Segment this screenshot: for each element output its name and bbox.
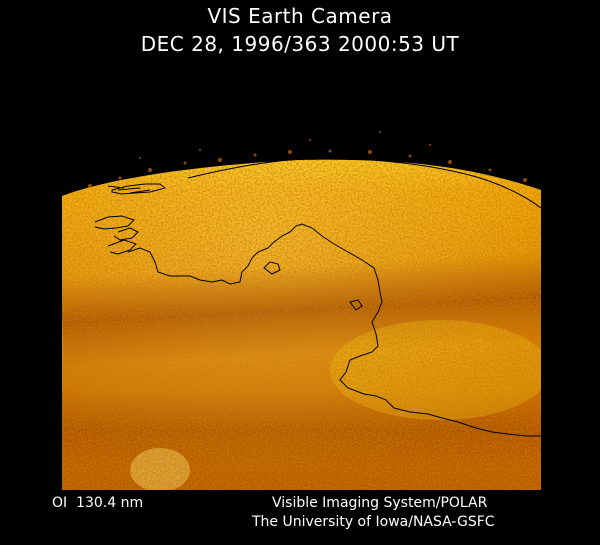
institution-label: The University of Iowa/NASA-GSFC: [252, 514, 495, 530]
arctic-islands: [107, 185, 151, 194]
earth-disk: [62, 159, 541, 490]
coastline-lake: [263, 261, 363, 311]
coastline-outline: [94, 183, 541, 437]
limb-haze: [88, 131, 527, 188]
instrument-label: Visible Imaging System/POLAR: [272, 495, 488, 511]
page-title: VIS Earth Camera: [207, 4, 393, 28]
wavelength-label: OI 130.4 nm: [52, 495, 144, 511]
limb-outline: [187, 157, 542, 209]
timestamp: DEC 28, 1996/363 2000:53 UT: [140, 32, 460, 56]
